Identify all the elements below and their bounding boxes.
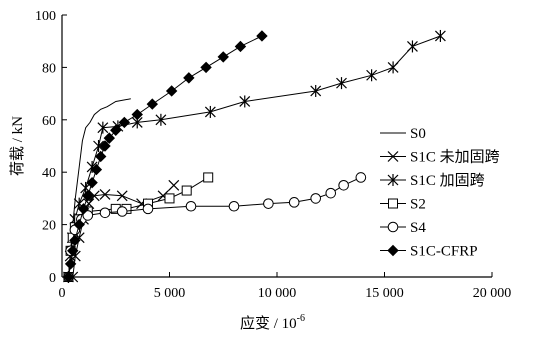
x-marker xyxy=(387,151,399,162)
star-marker xyxy=(204,105,216,118)
legend-item: S1C 未加固跨 xyxy=(380,149,500,166)
diamond-marker xyxy=(131,108,143,121)
legend-label: S2 xyxy=(410,197,426,213)
square-marker xyxy=(181,185,192,196)
star-marker xyxy=(93,140,104,152)
diamond-marker xyxy=(62,271,75,283)
x-ticks: 0 5 000 10 000 15 000 20 000 xyxy=(59,272,512,301)
x-axis-label: 应变 / 10-6 xyxy=(240,313,305,332)
x-tick-label: 15 000 xyxy=(365,286,404,301)
circle-marker xyxy=(228,200,240,212)
circle-marker xyxy=(338,180,349,191)
circle-marker xyxy=(82,210,94,221)
circle-marker xyxy=(263,198,274,209)
legend-item: S4 xyxy=(380,220,426,236)
x-tick-label: 10 000 xyxy=(258,286,297,301)
diamond-marker xyxy=(387,244,399,257)
diamond-marker xyxy=(165,85,178,97)
legend-label: S1C 加固跨 xyxy=(410,172,485,189)
diamond-marker xyxy=(86,176,98,189)
diamond-marker xyxy=(146,98,159,110)
x-tick-label: 0 xyxy=(59,286,66,301)
star-marker xyxy=(434,29,446,42)
legend-item: S0 xyxy=(380,126,426,142)
x-marker xyxy=(168,179,180,191)
series-5 xyxy=(63,172,367,283)
star-marker xyxy=(310,84,322,97)
y-tick-label: 60 xyxy=(42,114,56,129)
square-marker xyxy=(203,172,214,183)
diamond-marker xyxy=(90,163,103,176)
legend-item: S2 xyxy=(380,197,426,213)
circle-marker xyxy=(387,221,399,233)
series-layer xyxy=(62,29,446,283)
legend-label: S1C-CFRP xyxy=(410,244,478,260)
series-line xyxy=(68,176,362,278)
diamond-marker xyxy=(67,245,79,257)
legend-label: S0 xyxy=(410,126,426,142)
y-ticks: 0 20 40 60 80 100 xyxy=(35,9,67,286)
diamond-marker xyxy=(103,132,116,144)
circle-marker xyxy=(288,197,300,208)
star-marker xyxy=(97,121,109,134)
diamond-marker xyxy=(110,124,122,136)
circle-marker xyxy=(355,172,367,183)
diamond-marker xyxy=(99,140,111,152)
square-marker xyxy=(164,193,175,204)
diamond-marker xyxy=(200,61,212,74)
y-tick-label: 20 xyxy=(42,219,56,234)
diamond-marker xyxy=(73,218,85,231)
plot-frame xyxy=(61,15,492,278)
diamond-marker xyxy=(94,150,107,163)
diamond-marker xyxy=(82,190,94,202)
circle-marker xyxy=(310,193,322,204)
legend-item: S1C 加固跨 xyxy=(380,172,485,189)
x-marker xyxy=(116,190,128,202)
square-marker xyxy=(388,198,398,209)
circle-marker xyxy=(99,207,111,219)
diamond-marker xyxy=(69,234,81,247)
circle-marker xyxy=(325,187,337,199)
circle-marker xyxy=(142,203,154,215)
y-tick-label: 80 xyxy=(42,61,56,76)
legend-item: S1C-CFRP xyxy=(380,244,478,260)
y-tick-label: 40 xyxy=(42,166,56,181)
star-marker xyxy=(336,77,347,90)
star-marker xyxy=(155,113,167,126)
y-tick-label: 0 xyxy=(49,271,56,286)
diamond-marker xyxy=(118,116,131,129)
x-tick-label: 20 000 xyxy=(473,286,512,301)
x-axis-label-exponent: -6 xyxy=(297,313,305,324)
circle-marker xyxy=(185,200,197,212)
star-marker xyxy=(407,40,418,53)
x-tick-label: 5 000 xyxy=(154,286,186,301)
star-marker xyxy=(387,174,399,186)
series-line xyxy=(68,35,263,278)
diamond-marker xyxy=(77,203,90,215)
x-axis-label-text: 应变 / 10 xyxy=(240,314,297,332)
legend-label: S1C 未加固跨 xyxy=(410,149,500,166)
star-marker xyxy=(387,61,399,74)
diamond-marker xyxy=(256,30,268,42)
x-marker xyxy=(99,189,111,200)
circle-marker xyxy=(116,206,128,217)
legend-label: S4 xyxy=(410,220,426,236)
diamond-marker xyxy=(217,51,229,63)
diamond-marker xyxy=(64,258,77,270)
legend: S0 S1C 未加固跨 S1C 加固跨 S2 S4 S1C-CFRP xyxy=(380,126,500,260)
star-marker xyxy=(239,95,251,108)
y-tick-label: 100 xyxy=(35,9,56,24)
series-6 xyxy=(62,30,268,283)
y-axis-label: 荷载 / kN xyxy=(9,116,26,176)
star-marker xyxy=(366,69,378,82)
diamond-marker xyxy=(234,40,247,53)
diamond-marker xyxy=(183,72,195,84)
